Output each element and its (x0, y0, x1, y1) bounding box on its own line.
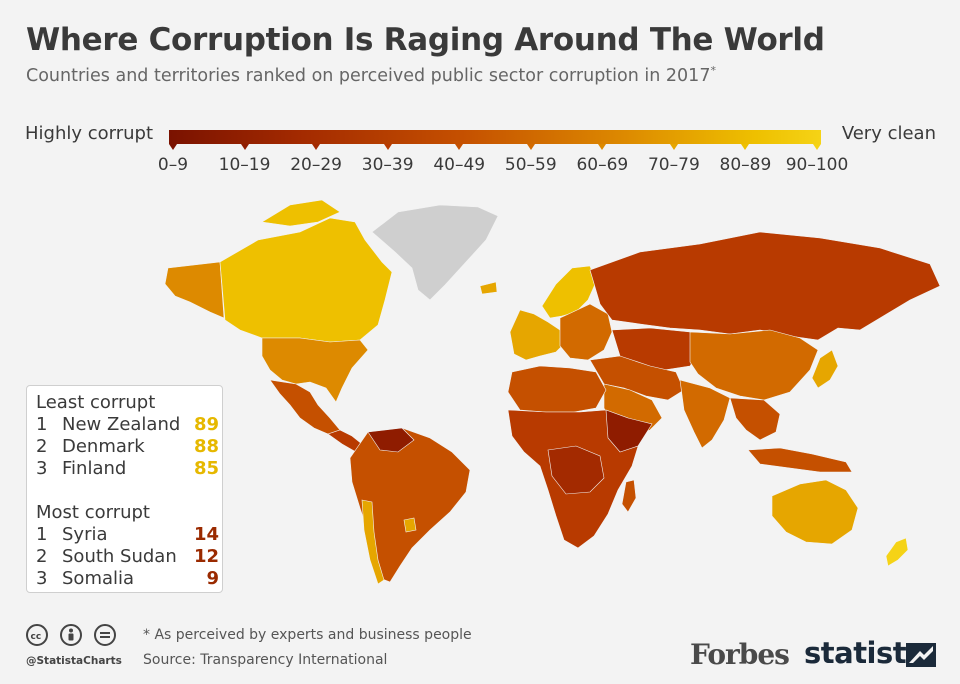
rank-number: 1 (36, 414, 48, 435)
region-iceland (479, 281, 498, 295)
legend-tick-marker (383, 144, 392, 150)
page-subtitle: Countries and territories ranked on perc… (26, 64, 716, 86)
subtitle-text: Countries and territories ranked on perc… (26, 65, 711, 86)
legend-tick-marker (669, 144, 678, 150)
nd-icon (94, 624, 116, 646)
country-score: 12 (193, 546, 219, 567)
source-text: Source: Transparency International (143, 652, 388, 668)
legend-tick-marker (741, 144, 750, 150)
least-corrupt-row: 3 Finland 85 (36, 458, 219, 480)
legend-color-scale (169, 130, 821, 144)
most-corrupt-heading: Most corrupt (36, 502, 150, 523)
page-title: Where Corruption Is Raging Around The Wo… (26, 22, 825, 58)
region-madagascar (621, 479, 637, 513)
country-name: New Zealand (62, 414, 181, 435)
legend-tick-marker (526, 144, 535, 150)
country-name: Somalia (62, 568, 135, 589)
region-canada-islands (261, 199, 341, 227)
legend-right-label: Very clean (841, 123, 936, 144)
legend-tick-label: 40–49 (433, 155, 486, 175)
most-corrupt-row: 1 Syria 14 (36, 524, 219, 546)
legend-tick-label: 90–100 (785, 155, 849, 175)
statista-handle: @StatistaCharts (26, 655, 122, 667)
region-usa (261, 337, 369, 403)
rank-number: 2 (36, 546, 48, 567)
country-name: Syria (62, 524, 108, 545)
region-central-africa (547, 445, 605, 495)
country-name: Finland (62, 458, 127, 479)
legend-tick-marker (240, 144, 249, 150)
legend-tick-label: 80–89 (719, 155, 772, 175)
region-chile (361, 499, 385, 585)
legend-tick-label: 70–79 (647, 155, 700, 175)
legend-left-label: Highly corrupt (25, 123, 154, 144)
region-uruguay (403, 517, 417, 533)
country-name: Denmark (62, 436, 145, 457)
region-europe-east (559, 303, 613, 361)
by-icon (60, 624, 82, 646)
region-canada (219, 217, 393, 343)
rank-number: 3 (36, 568, 48, 589)
country-score: 14 (193, 524, 219, 545)
region-india (679, 379, 731, 449)
rank-number: 3 (36, 458, 48, 479)
region-greenland (371, 204, 499, 301)
country-score: 89 (193, 414, 219, 435)
region-horn-of-africa (605, 409, 653, 453)
legend-tick-marker (598, 144, 607, 150)
legend-tick-label: 0–9 (157, 155, 189, 175)
svg-text:cc: cc (31, 632, 42, 642)
country-score: 85 (193, 458, 219, 479)
region-scandinavia (541, 265, 597, 319)
legend-tick-marker (813, 144, 821, 150)
statista-mark-icon (906, 643, 936, 667)
region-north-africa (507, 365, 607, 413)
rank-number: 2 (36, 436, 48, 457)
legend-tick-label: 20–29 (290, 155, 342, 175)
region-japan (811, 349, 839, 389)
country-name: South Sudan (62, 546, 177, 567)
region-australia (771, 479, 859, 545)
region-venezuela (367, 427, 415, 453)
legend-tick-label: 10–19 (218, 155, 271, 175)
least-corrupt-row: 2 Denmark 88 (36, 436, 219, 458)
legend-tick-label: 30–39 (361, 155, 414, 175)
legend-tick-marker (169, 144, 177, 150)
cc-icon: cc (26, 624, 48, 646)
world-map (164, 199, 941, 585)
country-score: 9 (206, 568, 219, 589)
region-alaska (164, 261, 225, 319)
legend-tick-label: 60–69 (576, 155, 629, 175)
forbes-logo: Forbes (690, 638, 790, 671)
region-europe-west (509, 309, 567, 361)
most-corrupt-row: 3 Somalia 9 (36, 568, 219, 590)
rank-number: 1 (36, 524, 48, 545)
region-new-zealand (885, 537, 909, 567)
least-corrupt-row: 1 New Zealand 89 (36, 414, 219, 436)
region-south-america (349, 427, 471, 583)
legend-tick-label: 50–59 (504, 155, 557, 175)
statista-logo: statista (804, 636, 926, 670)
region-russia (589, 231, 941, 341)
region-southeast-asia (729, 397, 781, 441)
subtitle-asterisk: * (710, 64, 716, 77)
footnote: * As perceived by experts and business p… (143, 627, 472, 643)
legend-tick-marker (312, 144, 321, 150)
country-score: 88 (193, 436, 219, 457)
region-china (689, 329, 819, 401)
least-corrupt-heading: Least corrupt (36, 392, 156, 413)
ranking-panel: Least corrupt 1 New Zealand 89 2 Denmark… (26, 385, 223, 593)
legend-tick-marker (455, 144, 464, 150)
region-indonesia (747, 447, 853, 473)
most-corrupt-row: 2 South Sudan 12 (36, 546, 219, 568)
